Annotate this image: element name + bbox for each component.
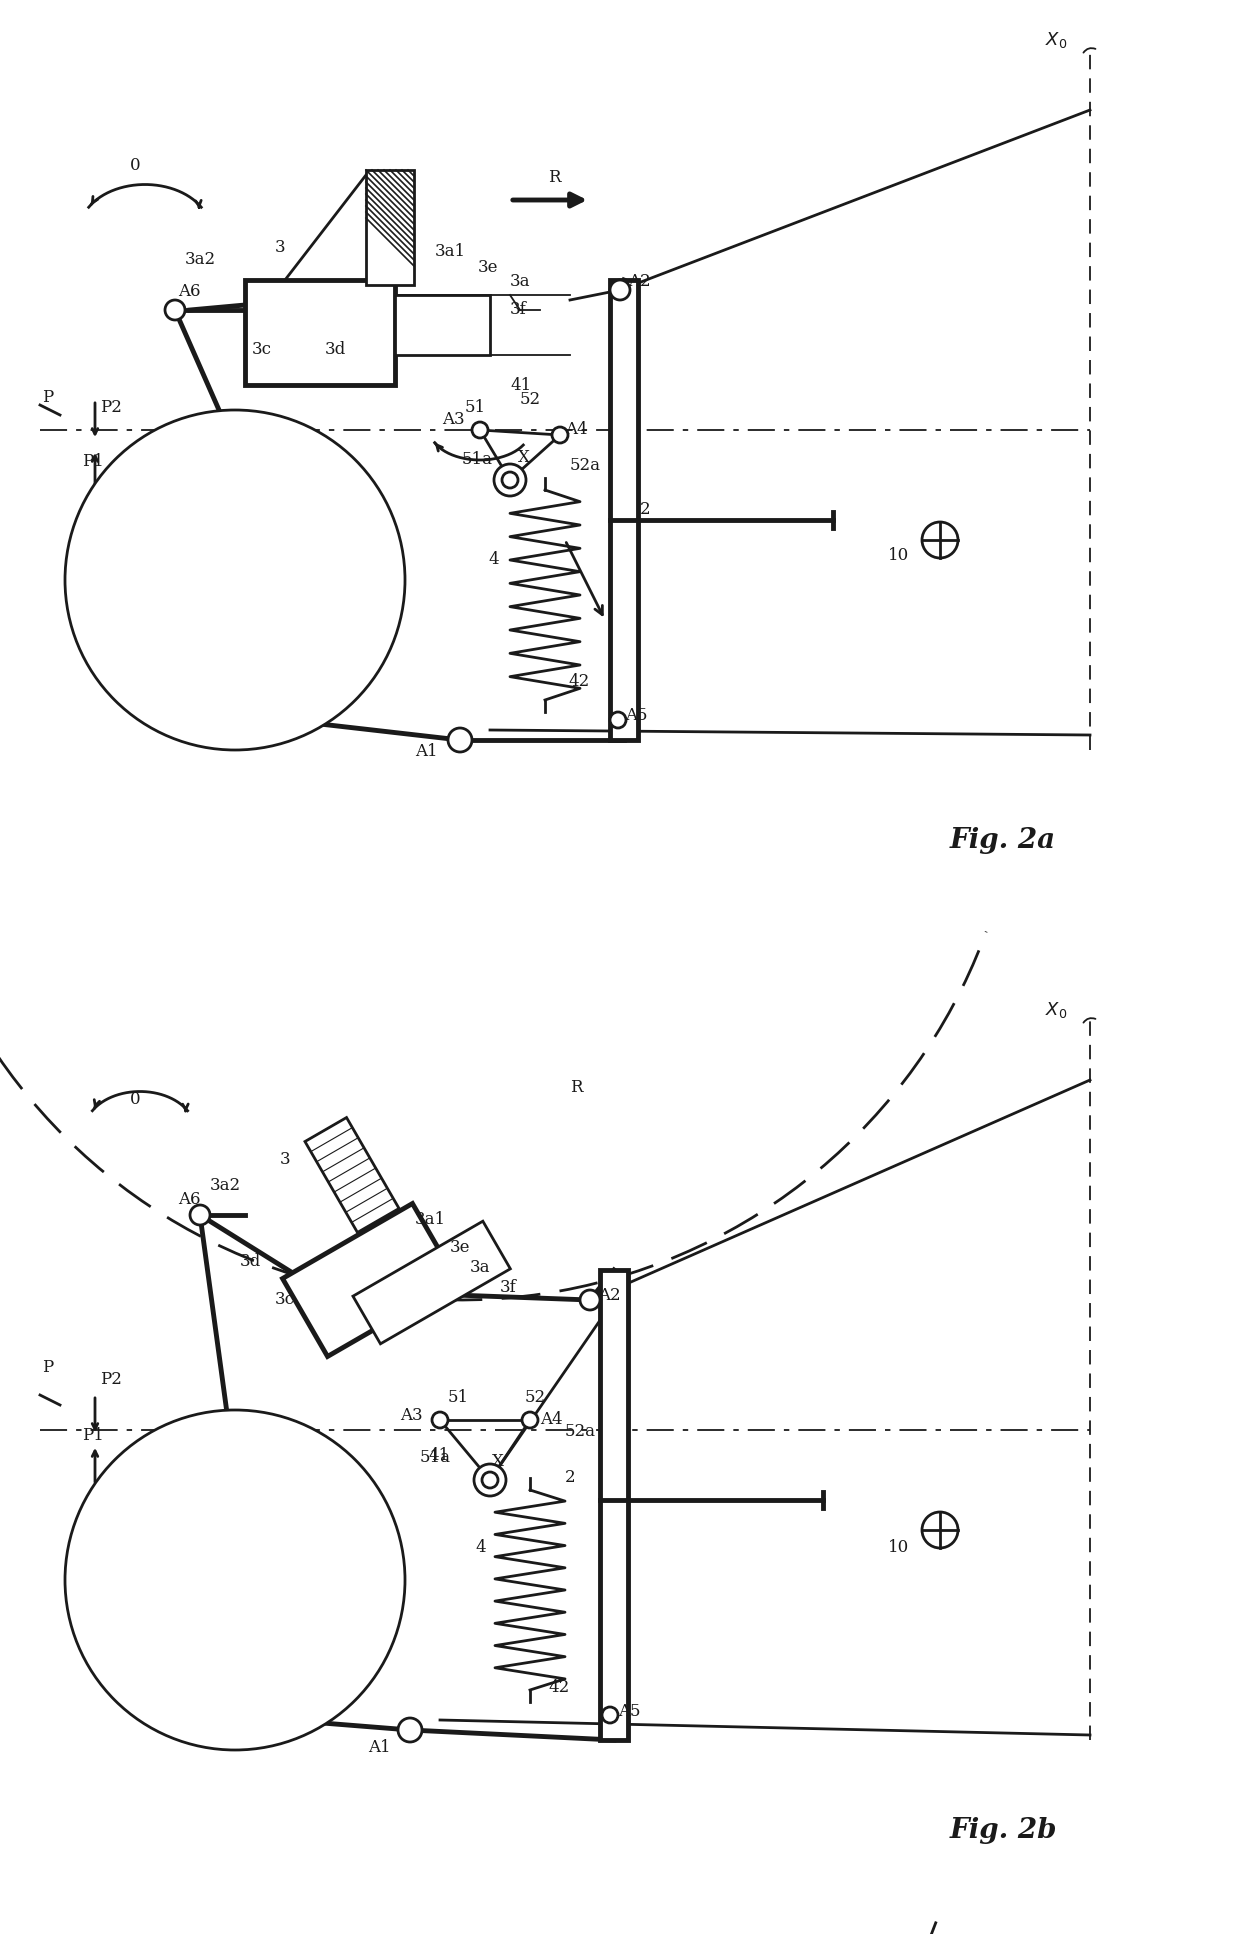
Circle shape — [610, 712, 626, 727]
Bar — [246, 280, 396, 385]
Circle shape — [190, 1205, 210, 1224]
Circle shape — [923, 522, 959, 559]
Text: 3e: 3e — [450, 1240, 470, 1257]
Circle shape — [580, 1290, 600, 1309]
Text: 2: 2 — [565, 1470, 575, 1487]
Text: 3e: 3e — [477, 259, 498, 277]
Text: 51: 51 — [465, 400, 486, 416]
Text: A3: A3 — [441, 412, 465, 429]
Polygon shape — [353, 1220, 511, 1344]
Circle shape — [552, 427, 568, 443]
Text: 42: 42 — [548, 1679, 569, 1696]
Text: A1: A1 — [415, 743, 438, 760]
Text: 41: 41 — [428, 1447, 449, 1464]
Text: A3: A3 — [401, 1406, 423, 1423]
Circle shape — [494, 464, 526, 495]
Polygon shape — [305, 1118, 399, 1232]
Text: Fig. 2a: Fig. 2a — [950, 826, 1056, 853]
Text: 3f: 3f — [500, 1280, 517, 1296]
Circle shape — [64, 1410, 405, 1750]
Bar — [600, 1271, 627, 1741]
Text: 3c: 3c — [275, 1292, 295, 1309]
Text: X: X — [518, 449, 529, 466]
Circle shape — [601, 1708, 618, 1723]
Text: P: P — [42, 1360, 53, 1377]
Text: 51a: 51a — [420, 1449, 451, 1466]
Text: 41: 41 — [510, 377, 531, 393]
Text: A1: A1 — [368, 1739, 391, 1756]
Text: 3c: 3c — [252, 342, 272, 358]
Text: 3d: 3d — [325, 342, 346, 358]
Text: $X_0$: $X_0$ — [1045, 31, 1068, 50]
Text: R: R — [548, 170, 560, 186]
Text: 3a1: 3a1 — [435, 244, 466, 261]
Text: 0: 0 — [130, 157, 140, 174]
Text: P2: P2 — [100, 400, 122, 416]
Circle shape — [165, 300, 185, 319]
Text: X: X — [492, 1454, 503, 1470]
Text: P2: P2 — [100, 1371, 122, 1389]
Text: 52a: 52a — [570, 456, 601, 474]
Text: A2: A2 — [598, 1286, 621, 1304]
Text: 4: 4 — [475, 1539, 486, 1557]
Text: 3a: 3a — [510, 273, 531, 290]
Text: 42: 42 — [568, 673, 589, 690]
Text: A4: A4 — [539, 1412, 563, 1429]
Text: A4: A4 — [565, 422, 588, 439]
Text: R: R — [570, 1079, 583, 1097]
Text: 3: 3 — [275, 240, 285, 257]
Text: 3a2: 3a2 — [210, 1176, 241, 1193]
Circle shape — [472, 422, 489, 437]
Circle shape — [502, 472, 518, 487]
Text: 3f: 3f — [510, 302, 527, 319]
Circle shape — [432, 1412, 448, 1427]
Text: 4: 4 — [489, 551, 498, 569]
Text: $X_0$: $X_0$ — [1045, 1000, 1068, 1019]
Text: 52: 52 — [525, 1389, 546, 1406]
Circle shape — [64, 410, 405, 750]
Circle shape — [610, 280, 630, 300]
Text: 52: 52 — [520, 391, 541, 408]
Text: 51a: 51a — [463, 451, 494, 468]
Text: A5: A5 — [625, 706, 647, 723]
Circle shape — [474, 1464, 506, 1497]
Circle shape — [448, 727, 472, 752]
Text: P1: P1 — [82, 1427, 104, 1443]
Text: 3a2: 3a2 — [185, 251, 216, 269]
Bar — [610, 280, 639, 741]
Text: 3a: 3a — [470, 1259, 491, 1276]
Text: Fig. 2b: Fig. 2b — [950, 1816, 1058, 1843]
Text: 51: 51 — [448, 1389, 469, 1406]
Text: 10: 10 — [888, 547, 909, 563]
Text: A6: A6 — [179, 1191, 201, 1209]
Text: A6: A6 — [179, 284, 201, 300]
Text: P: P — [42, 389, 53, 406]
Text: 3d: 3d — [241, 1253, 262, 1271]
Text: 2: 2 — [640, 501, 651, 518]
Text: 3a1: 3a1 — [415, 1211, 446, 1228]
Polygon shape — [283, 1203, 458, 1356]
Circle shape — [482, 1472, 498, 1487]
Text: 10: 10 — [888, 1539, 909, 1557]
Bar — [396, 296, 490, 356]
Circle shape — [522, 1412, 538, 1427]
Circle shape — [398, 1717, 422, 1743]
Text: 52a: 52a — [565, 1423, 596, 1441]
Text: P1: P1 — [82, 453, 104, 470]
Text: 0: 0 — [130, 1091, 140, 1108]
Text: A2: A2 — [627, 273, 651, 290]
Text: A5: A5 — [618, 1704, 641, 1721]
Circle shape — [923, 1512, 959, 1547]
Text: 3: 3 — [280, 1151, 290, 1168]
Bar — [366, 170, 414, 284]
